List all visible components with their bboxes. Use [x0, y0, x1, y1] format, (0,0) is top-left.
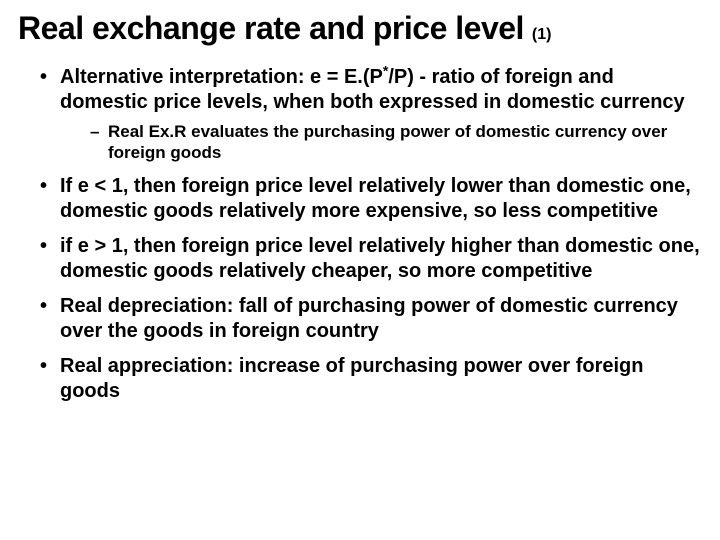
list-item: Real appreciation: increase of purchasin… [40, 354, 702, 404]
slide-title-suffix: (1) [532, 26, 552, 44]
sub-list-item-text: Real Ex.R evaluates the purchasing power… [108, 122, 667, 162]
slide-title: Real exchange rate and price level [18, 10, 524, 47]
list-item-text: Real appreciation: increase of purchasin… [60, 355, 643, 402]
list-item-text: If e < 1, then foreign price level relat… [60, 175, 691, 222]
list-item: if e > 1, then foreign price level relat… [40, 234, 702, 284]
list-item: If e < 1, then foreign price level relat… [40, 174, 702, 224]
list-item-text: Alternative interpretation: e = E.(P*/P)… [60, 66, 685, 113]
list-item-text: if e > 1, then foreign price level relat… [60, 235, 700, 282]
sub-list-item: Real Ex.R evaluates the purchasing power… [90, 121, 702, 164]
list-item: Alternative interpretation: e = E.(P*/P)… [40, 65, 702, 164]
bullet-list: Alternative interpretation: e = E.(P*/P)… [18, 65, 702, 404]
sub-bullet-list: Real Ex.R evaluates the purchasing power… [60, 121, 702, 164]
slide: Real exchange rate and price level (1) A… [0, 0, 720, 540]
list-item: Real depreciation: fall of purchasing po… [40, 294, 702, 344]
title-row: Real exchange rate and price level (1) [18, 10, 702, 47]
list-item-text: Real depreciation: fall of purchasing po… [60, 295, 678, 342]
